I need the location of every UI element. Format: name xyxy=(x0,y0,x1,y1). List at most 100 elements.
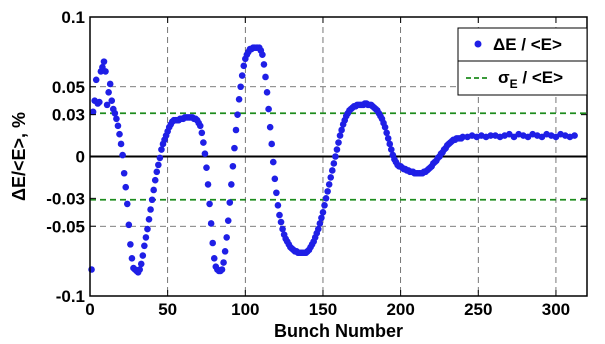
y-tick-label: -0.1 xyxy=(56,287,85,306)
data-point xyxy=(324,188,331,195)
data-point xyxy=(119,151,126,159)
data-point xyxy=(318,214,325,222)
data-point xyxy=(210,255,218,262)
data-point xyxy=(328,167,336,174)
data-point xyxy=(155,161,162,169)
y-tick-label: 0.05 xyxy=(52,78,85,97)
data-point xyxy=(127,241,134,248)
data-point xyxy=(122,183,130,191)
data-point xyxy=(383,129,390,137)
x-tick-label: 0 xyxy=(85,300,94,319)
data-point xyxy=(325,181,333,188)
data-point xyxy=(221,248,229,255)
data-point xyxy=(125,221,133,229)
axis-ticks xyxy=(89,16,587,297)
data-point xyxy=(388,146,395,153)
x-tick-label: 200 xyxy=(386,300,414,319)
y-tick-label: 0.03 xyxy=(52,106,85,125)
data-point xyxy=(571,132,578,139)
data-point xyxy=(259,51,266,58)
data-point xyxy=(139,252,147,259)
data-point xyxy=(200,139,207,146)
data-point xyxy=(196,122,204,130)
data-point xyxy=(487,132,495,139)
data-point xyxy=(145,215,153,223)
data-point xyxy=(384,135,392,142)
data-point xyxy=(316,220,324,227)
data-point xyxy=(322,195,330,202)
data-point xyxy=(113,115,120,123)
data-point xyxy=(335,139,342,146)
data-point xyxy=(327,174,335,181)
y-tick-labels: 0.1 0.05 0.03 0 -0.03 -0.05 -0.1 xyxy=(46,8,85,306)
y-axis-label: ΔE/<E>, % xyxy=(9,112,29,201)
data-point xyxy=(319,209,327,216)
data-point xyxy=(108,97,116,104)
data-point xyxy=(89,108,97,116)
data-point xyxy=(240,62,248,70)
data-point xyxy=(106,80,114,88)
data-point xyxy=(273,189,280,197)
data-point xyxy=(235,96,243,103)
data-point xyxy=(231,144,238,152)
legend-sigma-symbol: σ xyxy=(498,68,510,87)
data-point xyxy=(114,122,122,130)
x-tick-label: 150 xyxy=(309,300,337,319)
data-point xyxy=(315,225,322,233)
x-tick-labels: 0 50 100 150 200 250 300 xyxy=(85,300,570,319)
data-point xyxy=(271,175,279,183)
data-point xyxy=(207,220,215,227)
x-tick-label: 50 xyxy=(158,300,177,319)
data-point xyxy=(269,158,277,166)
data-point xyxy=(237,83,244,91)
data-point xyxy=(260,61,268,68)
legend-marker-delta-e xyxy=(474,40,482,48)
y-tick-label: 0.1 xyxy=(61,8,85,27)
y-tick-label: -0.05 xyxy=(46,217,85,236)
data-point xyxy=(274,202,282,209)
x-tick-label: 300 xyxy=(542,300,570,319)
data-point xyxy=(276,211,283,219)
legend-sigma-rest: / <E> xyxy=(518,68,563,87)
data-point xyxy=(148,196,156,204)
data-point xyxy=(218,266,226,273)
data-point xyxy=(153,168,161,176)
data-point xyxy=(123,200,131,208)
data-point xyxy=(147,206,154,213)
data-point xyxy=(229,162,237,170)
data-point xyxy=(144,225,151,233)
data-point xyxy=(201,150,209,158)
data-point xyxy=(386,140,394,148)
legend-label-sigma: σE / <E> xyxy=(498,68,563,91)
data-point xyxy=(141,242,148,250)
data-point xyxy=(336,132,344,139)
data-point xyxy=(117,140,125,148)
legend: ΔE / <E> σE / <E> xyxy=(457,27,588,96)
data-point xyxy=(459,133,467,141)
data-points xyxy=(88,44,578,276)
data-point xyxy=(232,126,240,134)
data-point xyxy=(137,260,145,268)
data-point xyxy=(150,186,157,194)
data-point xyxy=(111,109,119,117)
legend-label-delta-e: ΔE / <E> xyxy=(493,35,562,54)
data-point xyxy=(321,202,328,209)
data-point xyxy=(228,181,235,188)
data-point xyxy=(338,126,345,134)
data-point xyxy=(100,58,108,65)
legend-sigma-subscript: E xyxy=(510,77,518,91)
data-point xyxy=(105,89,112,96)
data-point xyxy=(120,169,128,177)
y-tick-label: 0 xyxy=(76,148,85,167)
y-tick-label: -0.03 xyxy=(46,189,85,208)
data-point xyxy=(262,73,269,81)
data-point xyxy=(103,101,111,109)
data-point xyxy=(220,259,227,266)
data-point xyxy=(234,111,241,118)
data-point xyxy=(266,123,274,131)
data-point xyxy=(381,123,389,131)
data-point xyxy=(226,199,234,206)
data-point xyxy=(268,140,276,148)
data-point xyxy=(332,153,339,160)
